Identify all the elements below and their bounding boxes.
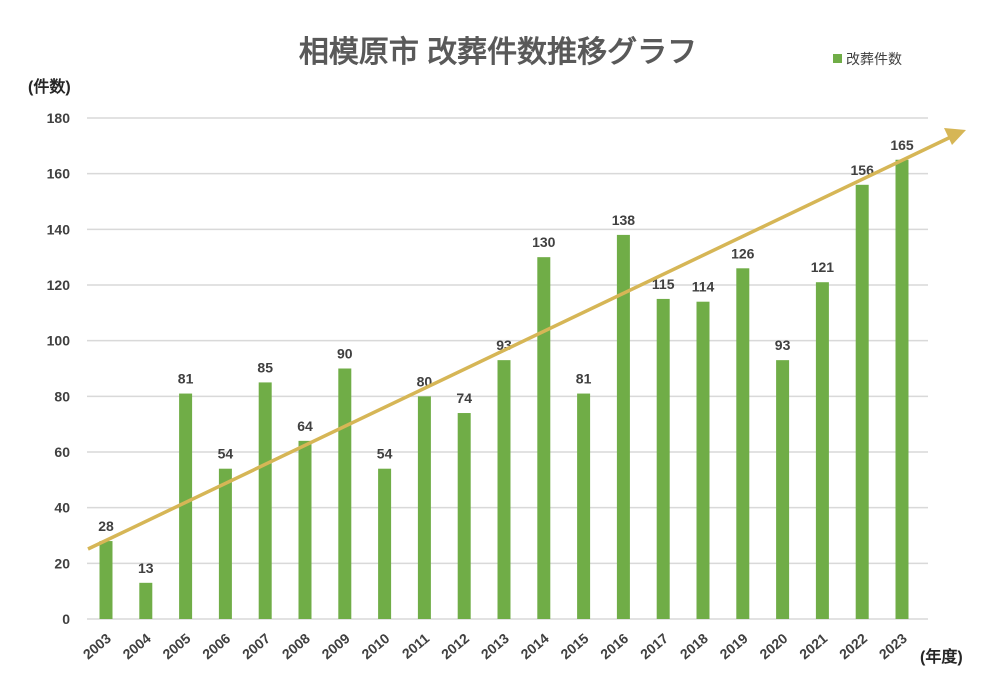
bar <box>218 468 232 619</box>
legend-swatch <box>833 54 842 63</box>
data-label: 74 <box>456 390 472 406</box>
x-tick-label: 2022 <box>836 630 870 662</box>
y-tick-label: 100 <box>47 333 71 349</box>
data-label: 126 <box>731 245 755 261</box>
bar <box>338 368 352 619</box>
data-label: 28 <box>98 518 114 534</box>
x-tick-label: 2008 <box>279 630 313 662</box>
bar <box>736 268 750 619</box>
bar <box>895 159 909 619</box>
data-label: 85 <box>257 359 273 375</box>
trend-arrow-head <box>944 128 966 145</box>
bar <box>457 413 471 619</box>
x-tick-label: 2014 <box>518 630 552 662</box>
data-label: 130 <box>532 234 556 250</box>
y-tick-label: 180 <box>47 110 71 126</box>
bar <box>656 298 670 619</box>
legend-label: 改葬件数 <box>846 51 902 67</box>
x-tick-label: 2015 <box>557 630 591 662</box>
x-tick-label: 2005 <box>159 630 193 662</box>
bar <box>258 382 272 619</box>
bar <box>179 393 193 619</box>
x-tick-label: 2007 <box>239 630 273 662</box>
y-tick-label: 40 <box>54 500 70 516</box>
bar <box>139 582 153 619</box>
data-label: 13 <box>138 560 154 576</box>
y-tick-label: 60 <box>54 444 70 460</box>
bar <box>577 393 591 619</box>
x-tick-label: 2016 <box>597 630 631 662</box>
bar <box>298 440 312 619</box>
y-tick-label: 120 <box>47 277 71 293</box>
x-tick-label: 2009 <box>319 630 353 662</box>
y-tick-label: 80 <box>54 388 70 404</box>
data-label: 121 <box>811 259 835 275</box>
x-tick-label: 2006 <box>199 630 233 662</box>
x-tick-label: 2019 <box>717 630 751 662</box>
x-tick-label: 2013 <box>478 630 512 662</box>
bar <box>616 234 630 619</box>
x-tick-label: 2023 <box>876 630 910 662</box>
bar <box>417 396 431 619</box>
x-tick-label: 2003 <box>80 630 114 662</box>
y-tick-label: 160 <box>47 166 71 182</box>
bar <box>99 541 113 619</box>
x-axis-label: (年度) <box>920 647 963 666</box>
bar <box>537 257 551 619</box>
data-label: 81 <box>576 371 592 387</box>
y-tick-label: 20 <box>54 555 70 571</box>
data-label: 81 <box>178 371 194 387</box>
bar <box>815 282 829 619</box>
x-tick-label: 2021 <box>796 630 830 662</box>
y-tick-label: 0 <box>62 611 70 627</box>
data-label: 54 <box>377 446 393 462</box>
bar <box>378 468 392 619</box>
bar <box>696 301 710 619</box>
data-label: 54 <box>218 446 234 462</box>
y-tick-label: 140 <box>47 221 71 237</box>
data-label: 115 <box>652 276 675 292</box>
data-label: 93 <box>775 337 791 353</box>
x-tick-label: 2010 <box>358 630 392 662</box>
x-tick-label: 2018 <box>677 630 711 662</box>
x-tick-label: 2017 <box>637 630 671 662</box>
bar <box>497 360 511 619</box>
x-tick-label: 2012 <box>438 630 472 662</box>
trend-arrow-line <box>87 133 956 551</box>
bar <box>776 360 790 619</box>
bar <box>855 184 869 620</box>
data-label: 90 <box>337 346 353 362</box>
data-label: 165 <box>890 137 914 153</box>
data-label: 138 <box>612 212 636 228</box>
x-tick-label: 2011 <box>399 630 433 662</box>
data-label: 156 <box>851 162 875 178</box>
chart-title: 相模原市 改葬件数推移グラフ <box>299 35 697 69</box>
y-axis-label: (件数) <box>28 77 71 96</box>
data-label: 114 <box>692 279 715 295</box>
data-label: 64 <box>297 418 313 434</box>
x-tick-label: 2020 <box>756 630 790 662</box>
x-tick-label: 2004 <box>120 630 154 662</box>
